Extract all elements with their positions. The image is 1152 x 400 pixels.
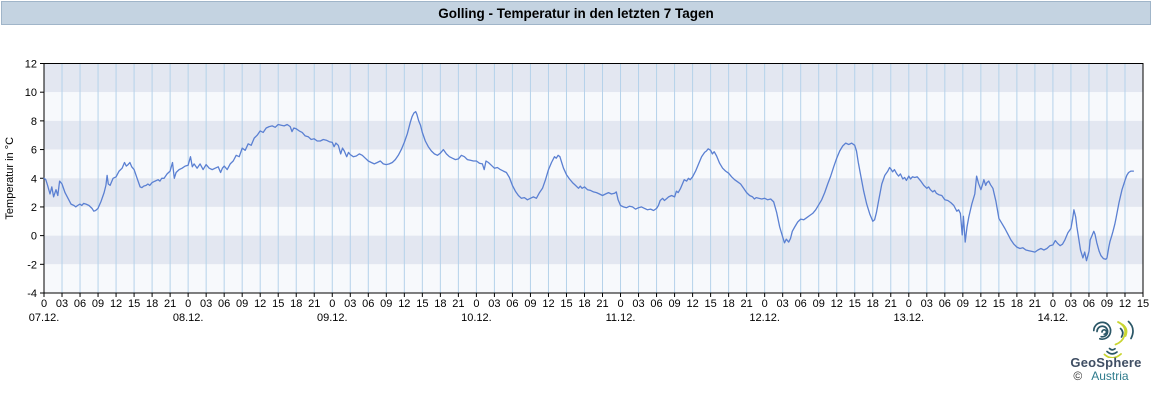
y-tick-label: -2 (27, 259, 37, 271)
x-tick-label: 09 (957, 298, 969, 310)
grid-group (61, 63, 1126, 293)
x-tick-label: 0 (762, 298, 768, 310)
x-tick-label: 03 (200, 298, 212, 310)
x-tick-label: 12 (831, 298, 843, 310)
logo-line2: © Austria (1046, 369, 1152, 383)
x-tick-label: 15 (416, 298, 428, 310)
x-tick-label: 03 (56, 298, 68, 310)
x-tick-label: 21 (164, 298, 176, 310)
x-tick-label: 12 (1119, 298, 1131, 310)
x-tick-label: 03 (344, 298, 356, 310)
band-group (44, 63, 1143, 293)
x-tick-label: 15 (849, 298, 861, 310)
y-tick-labels: 12 10 8 6 4 2 0 -2 -4 (25, 59, 37, 301)
x-tick-label: 06 (650, 298, 662, 310)
y-tick-label: 8 (31, 116, 37, 128)
x-tick-label: 15 (1137, 298, 1149, 310)
x-tick-label: 03 (488, 298, 500, 310)
day-label: 10.12. (461, 312, 492, 324)
y-tick-label: 2 (31, 202, 37, 214)
day-label: 08.12. (173, 312, 204, 324)
x-tick-label: 0 (473, 298, 479, 310)
x-tick-label: 0 (41, 298, 47, 310)
x-tick-label: 15 (704, 298, 716, 310)
x-tick-label: 15 (560, 298, 572, 310)
x-tick-label: 18 (434, 298, 446, 310)
day-label: 14.12. (1038, 312, 1069, 324)
y-tick-label: 12 (25, 59, 37, 71)
x-tick-label: 15 (128, 298, 140, 310)
x-tick-label: 12 (686, 298, 698, 310)
x-tick-label: 09 (1101, 298, 1113, 310)
day-label: 12.12. (749, 312, 780, 324)
page-title: Golling - Temperatur in den letzten 7 Ta… (438, 5, 714, 21)
x-tick-label: 09 (668, 298, 680, 310)
x-tick-label: 09 (813, 298, 825, 310)
y-tick-label: 10 (25, 87, 37, 99)
x-tick-label: 12 (975, 298, 987, 310)
x-tick-label: 18 (146, 298, 158, 310)
x-tick-label: 21 (308, 298, 320, 310)
chart-title-bar: Golling - Temperatur in den letzten 7 Ta… (1, 1, 1151, 25)
logo-country: Austria (1091, 369, 1129, 383)
x-tick-label: 03 (777, 298, 789, 310)
x-tick-label: 06 (795, 298, 807, 310)
x-hour-labels: 0 03 06 09 12 15 18 21 0 03 06 09 12 15 18 21 0 03 06 09 12 1… (41, 298, 1149, 310)
tick-group (40, 63, 1144, 297)
y-tick-label: 0 (31, 231, 37, 243)
x-tick-label: 18 (290, 298, 302, 310)
x-tick-label: 15 (993, 298, 1005, 310)
x-tick-label: 06 (362, 298, 374, 310)
x-tick-label: 09 (92, 298, 104, 310)
y-tick-label: 4 (31, 173, 37, 185)
x-tick-label: 09 (524, 298, 536, 310)
x-tick-label: 21 (1029, 298, 1041, 310)
day-label: 13.12. (893, 312, 924, 324)
x-tick-label: 03 (921, 298, 933, 310)
x-tick-label: 06 (506, 298, 518, 310)
copyright-symbol: © (1073, 369, 1083, 383)
day-label: 09.12. (317, 312, 348, 324)
x-tick-label: 0 (617, 298, 623, 310)
y-axis-title: Temperatur in °C (4, 137, 16, 220)
x-tick-label: 21 (596, 298, 608, 310)
x-tick-label: 03 (1065, 298, 1077, 310)
x-tick-label: 15 (272, 298, 284, 310)
x-tick-label: 0 (329, 298, 335, 310)
x-tick-label: 21 (885, 298, 897, 310)
x-tick-label: 18 (867, 298, 879, 310)
x-tick-label: 12 (398, 298, 410, 310)
x-tick-label: 0 (1050, 298, 1056, 310)
x-tick-label: 18 (1011, 298, 1023, 310)
x-tick-label: 09 (380, 298, 392, 310)
x-tick-label: 18 (722, 298, 734, 310)
x-tick-label: 06 (939, 298, 951, 310)
x-tick-label: 06 (74, 298, 86, 310)
y-tick-label: 6 (31, 145, 37, 157)
x-day-labels: 07.12. 08.12. 09.12. 10.12. 11.12. 12.12. 13.1… (29, 312, 1069, 324)
day-label: 07.12. (29, 312, 60, 324)
x-tick-label: 03 (632, 298, 644, 310)
x-tick-label: 18 (578, 298, 590, 310)
x-tick-label: 06 (1083, 298, 1095, 310)
x-tick-label: 09 (236, 298, 248, 310)
x-tick-label: 21 (741, 298, 753, 310)
x-tick-label: 0 (185, 298, 191, 310)
day-label: 11.12. (606, 312, 636, 324)
x-tick-label: 06 (218, 298, 230, 310)
y-tick-label: -4 (27, 288, 37, 300)
logo-brand: GeoSphere (1070, 355, 1142, 370)
x-tick-label: 21 (452, 298, 464, 310)
x-tick-label: 12 (542, 298, 554, 310)
temperature-line (43, 110, 1135, 262)
x-tick-label: 0 (906, 298, 912, 310)
x-tick-label: 12 (254, 298, 266, 310)
x-tick-label: 12 (110, 298, 122, 310)
geosphere-logo-icon (1092, 320, 1134, 358)
